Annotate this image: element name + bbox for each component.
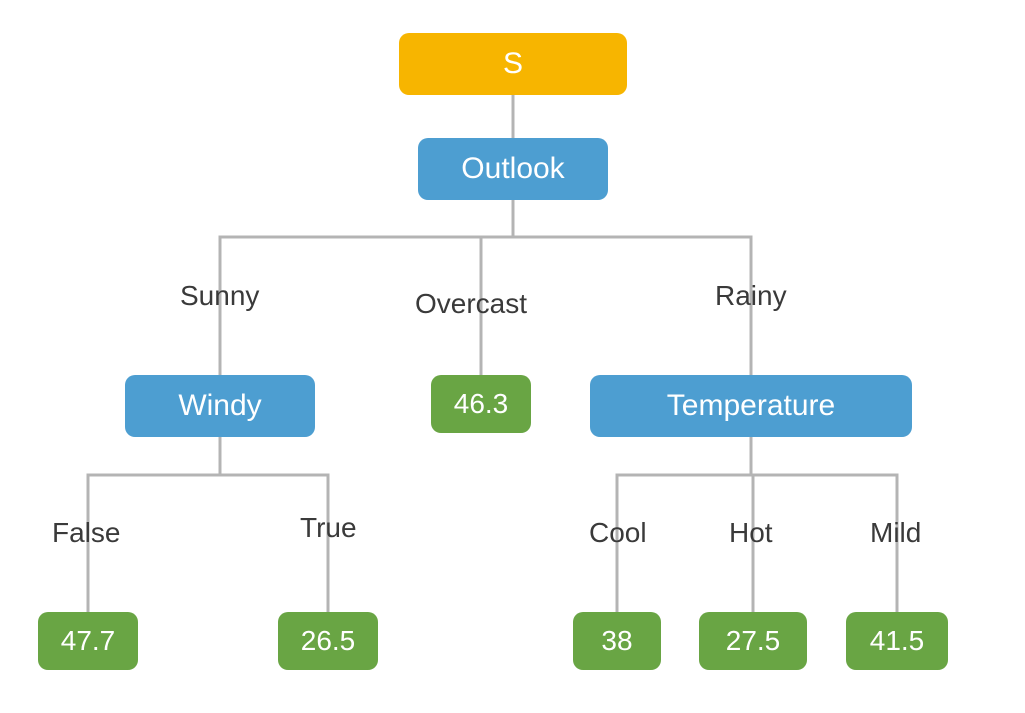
edge-label-temperature-leaf_mild: Mild (870, 517, 921, 549)
edge-label-outlook-windy: Sunny (180, 280, 259, 312)
edge-label-windy-leaf_true: True (300, 512, 357, 544)
node-leaf_hot: 27.5 (699, 612, 807, 670)
node-leaf_false: 47.7 (38, 612, 138, 670)
node-windy: Windy (125, 375, 315, 437)
node-temperature: Temperature (590, 375, 912, 437)
node-leaf_mild: 41.5 (846, 612, 948, 670)
tree-edges (0, 0, 1025, 713)
node-leaf_cool: 38 (573, 612, 661, 670)
node-leaf_true: 26.5 (278, 612, 378, 670)
edge-label-windy-leaf_false: False (52, 517, 120, 549)
node-leaf_over: 46.3 (431, 375, 531, 433)
edge-label-temperature-leaf_cool: Cool (589, 517, 647, 549)
node-root: S (399, 33, 627, 95)
edge-label-outlook-leaf_over: Overcast (415, 288, 527, 320)
edge-label-temperature-leaf_hot: Hot (729, 517, 773, 549)
node-outlook: Outlook (418, 138, 608, 200)
edge-label-outlook-temperature: Rainy (715, 280, 787, 312)
